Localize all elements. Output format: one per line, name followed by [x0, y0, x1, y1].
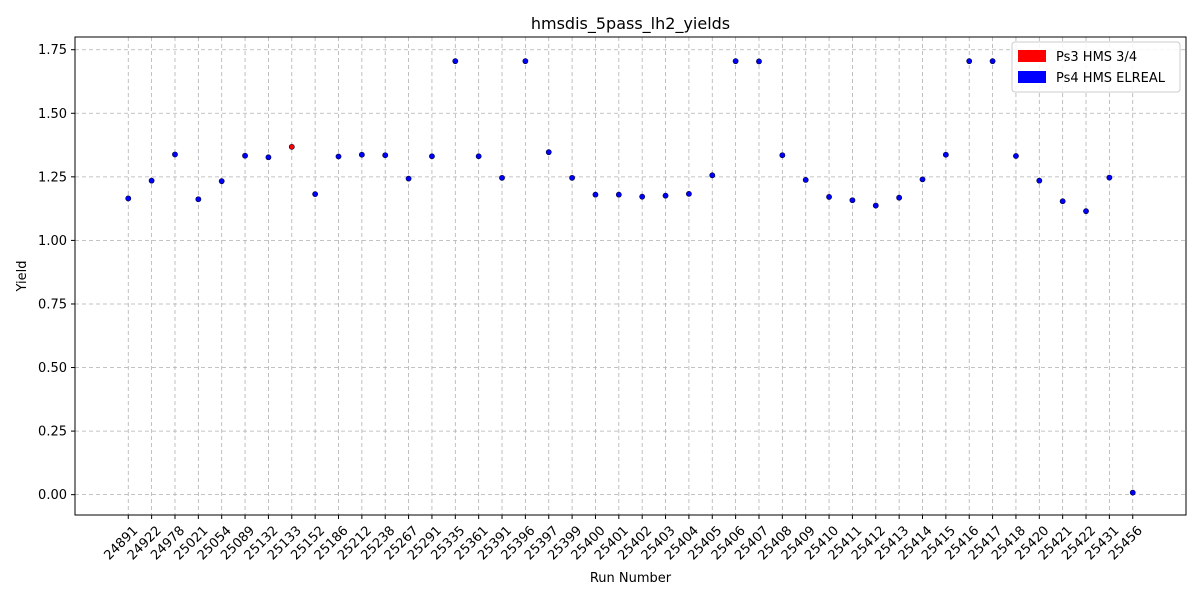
data-point: [569, 174, 576, 181]
data-point: [125, 195, 132, 202]
data-point: [1059, 198, 1066, 205]
data-points: [125, 58, 1136, 496]
y-tick-label: 0.50: [38, 361, 67, 376]
data-point: [172, 151, 178, 158]
data-point: [1083, 208, 1089, 215]
data-point: [429, 153, 435, 160]
data-point: [662, 192, 669, 199]
legend-box: [1011, 41, 1181, 93]
data-point: [1106, 174, 1113, 181]
data-point: [522, 58, 529, 65]
data-point: [989, 58, 996, 65]
data-point: [475, 153, 482, 160]
data-point: [685, 190, 692, 197]
data-point: [1129, 489, 1136, 496]
data-point: [545, 149, 552, 156]
data-point: [919, 176, 926, 183]
data-point: [148, 177, 155, 184]
data-point: [335, 153, 342, 160]
y-tick-label: 1.25: [38, 170, 67, 185]
data-point: [639, 193, 646, 200]
data-point: [709, 172, 716, 179]
data-point: [872, 202, 879, 209]
legend-swatch: [1018, 50, 1046, 62]
data-point: [405, 175, 412, 182]
data-point: [195, 196, 202, 203]
legend-swatch: [1018, 71, 1046, 83]
data-point: [1036, 177, 1043, 184]
data-point: [312, 191, 319, 198]
data-point: [452, 58, 459, 65]
data-point: [942, 151, 949, 158]
legend-label: Ps3 HMS 3/4: [1056, 50, 1137, 65]
data-point: [779, 152, 786, 159]
y-axis-label: Yield: [15, 261, 30, 293]
data-point: [288, 143, 295, 150]
y-tick-label: 1.50: [38, 107, 67, 122]
data-point: [592, 191, 599, 198]
data-point: [265, 154, 272, 161]
data-point: [218, 178, 225, 185]
y-tick-label: 1.00: [38, 234, 67, 249]
data-point: [358, 151, 365, 158]
data-point: [896, 194, 903, 201]
data-point: [382, 152, 389, 159]
legend: Ps3 HMS 3/4 Ps4 HMS ELREAL: [1011, 41, 1181, 93]
y-tick-label: 1.75: [38, 43, 67, 58]
grid-lines: [75, 37, 1186, 515]
data-point: [615, 191, 622, 198]
data-point: [849, 197, 856, 204]
plot-area-frame: [74, 36, 1187, 516]
data-point: [802, 176, 809, 183]
legend-label: Ps4 HMS ELREAL: [1056, 71, 1166, 86]
data-point: [1013, 153, 1019, 159]
data-point: [242, 152, 248, 159]
y-tick-label: 0.25: [38, 425, 67, 440]
data-point: [966, 58, 973, 65]
data-point: [756, 58, 762, 65]
data-point: [826, 194, 832, 200]
chart-title: hmsdis_5pass_lh2_yields: [531, 14, 730, 34]
data-point: [499, 174, 505, 181]
y-tick-label: 0.75: [38, 297, 67, 312]
x-axis-label: Run Number: [590, 571, 672, 586]
y-tick-label: 0.00: [38, 488, 67, 503]
y-axis: 0.00 0.25 0.50 0.75 1.00 1.25 1.50 1.75: [38, 43, 75, 503]
data-point: [732, 58, 739, 65]
